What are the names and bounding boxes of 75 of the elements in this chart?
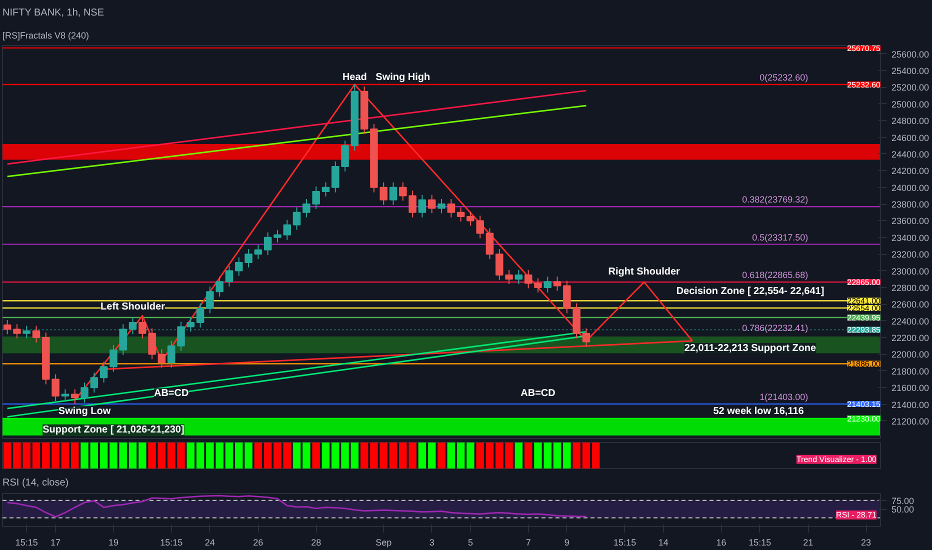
ref-line-label: 25670.75 — [847, 44, 882, 53]
y-tick-label: 24800.00 — [892, 116, 930, 126]
annotation: Right Shoulder — [608, 266, 680, 278]
y-tick-label: 24200.00 — [892, 166, 930, 176]
ref-line-label: 21230.00 — [847, 414, 882, 424]
ref-line-label: 22554.00 — [847, 304, 882, 313]
x-tick-label: 26 — [253, 538, 264, 548]
annotation: Decision Zone [ 22,554- 22,641] — [676, 286, 824, 298]
y-tick-label: 24000.00 — [892, 182, 930, 193]
x-tick-label: 3 — [429, 538, 434, 548]
y-tick-label: 22600.00 — [892, 300, 930, 310]
annotation: 52 week low 16,116 — [713, 406, 804, 417]
x-tick-label: 17 — [50, 538, 61, 548]
ref-line-label: 22293.85 — [847, 326, 882, 335]
y-tick-label: 21400.00 — [892, 400, 930, 410]
ref-line-label: 25232.60 — [847, 80, 882, 90]
y-tick-label: 23200.00 — [892, 250, 930, 260]
y-tick-label: 22200.00 — [892, 333, 930, 344]
ref-line-label: 22865.00 — [847, 278, 882, 288]
y-tick-label: 21600.00 — [892, 383, 930, 394]
y-tick-label: 22400.00 — [892, 316, 930, 326]
x-tick-label: 15:15 — [15, 538, 38, 548]
x-tick-label: 15:15 — [614, 538, 636, 548]
y-tick-label: 22800.00 — [892, 282, 930, 293]
x-tick-label: 14 — [658, 538, 668, 548]
y-tick-label: 24400.00 — [892, 149, 930, 160]
annotation: 0(25232.60) — [760, 72, 808, 82]
annotation: 22,011-22,213 Support Zone — [684, 343, 817, 354]
x-tick-label: 23 — [861, 538, 872, 548]
x-tick-label: Sep — [376, 538, 392, 548]
y-tick-label: 23000.00 — [892, 266, 930, 276]
annotation: Head — [342, 72, 367, 83]
annotation: 0.5(23317.50) — [752, 232, 808, 242]
y-tick-label: 23600.00 — [892, 216, 930, 226]
annotation: 0.382(23769.32) — [742, 194, 808, 205]
annotation: Left Shoulder — [100, 302, 166, 313]
x-tick-label: 9 — [564, 538, 570, 548]
chart-subtitle: [RS]Fractals V8 (240) — [2, 30, 90, 40]
y-tick-label: 23800.00 — [892, 200, 930, 210]
annotation: 0.618(22865.68) — [742, 270, 808, 280]
chart-title: NIFTY BANK, 1h, NSE — [2, 8, 104, 18]
y-tick-label: 75.00 — [892, 496, 914, 506]
y-tick-label: 24600.00 — [892, 132, 930, 143]
annotation: Swing Low — [58, 406, 111, 417]
ref-line-label: 22641.00 — [847, 296, 882, 306]
y-tick-label: 21800.00 — [892, 366, 930, 376]
x-tick-label: 16 — [716, 538, 726, 548]
y-tick-label: 22000.00 — [892, 350, 930, 360]
annotation: Swing High — [376, 72, 430, 83]
y-tick-label: 25400.00 — [892, 66, 930, 76]
y-tick-label: 50.00 — [892, 504, 914, 515]
annotation: AB=CD — [154, 388, 189, 400]
ref-line-label: 21403.15 — [847, 400, 882, 410]
x-tick-label: 15:15 — [748, 538, 772, 548]
y-tick-label: 21200.00 — [892, 416, 930, 426]
annotation: AB=CD — [520, 388, 556, 400]
chart-title: RSI (14, close) — [2, 478, 69, 488]
x-tick-label: 5 — [468, 538, 473, 548]
annotation: 1(21403.00) — [760, 392, 808, 402]
y-tick-label: 25000.00 — [892, 99, 930, 110]
y-tick-label: 23400.00 — [892, 232, 930, 243]
ref-line-label: 21886.00 — [847, 360, 882, 369]
annotation: Support Zone [ 21,026-21,230] — [42, 424, 184, 436]
annotation: RSI - 28.71 — [836, 510, 878, 520]
x-tick-label: 21 — [803, 538, 814, 548]
x-tick-label: 19 — [108, 538, 118, 548]
ref-line-label: 22439.95 — [847, 314, 882, 323]
x-tick-label: 15:15 — [160, 538, 183, 548]
x-tick-label: 24 — [204, 538, 215, 548]
y-tick-label: 25600.00 — [892, 49, 930, 60]
y-tick-label: 25200.00 — [892, 82, 930, 93]
annotation: 0.786(22232.41) — [742, 322, 808, 333]
x-tick-label: 28 — [311, 538, 322, 548]
x-tick-label: 7 — [526, 538, 531, 548]
annotation: Trend Visualizer - 1.00 — [796, 454, 878, 464]
